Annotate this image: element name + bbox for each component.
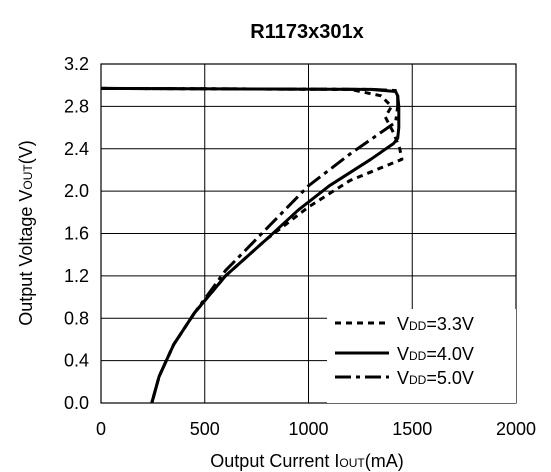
legend-background	[327, 309, 516, 403]
y-axis-title: Output Voltage VOUT(V)	[16, 140, 36, 325]
x-tick-label: 0	[96, 419, 106, 439]
legend-label-3v3-rest: =3.3V	[426, 314, 474, 334]
y-tick-label: 2.4	[64, 139, 89, 159]
legend-label-3v3-main: V	[397, 314, 409, 334]
legend-label-3v3: VDD=3.3V	[397, 314, 474, 334]
plot-frame	[100, 63, 517, 404]
y-tick-label: 1.2	[64, 266, 89, 286]
legend-label-5v0: VDD=5.0V	[397, 368, 474, 388]
x-axis-title-main: Output Current I	[210, 451, 339, 471]
x-tick-label: 2000	[496, 419, 536, 439]
y-tick-label: 2.0	[64, 181, 89, 201]
legend-label-4v0: VDD=4.0V	[397, 344, 474, 364]
series-line-1	[100, 86, 404, 404]
x-tick-label: 1000	[288, 419, 328, 439]
legend-label-4v0-sub: DD	[409, 349, 427, 363]
y-tick-label: 3.2	[64, 54, 89, 74]
series-line-3	[100, 86, 400, 404]
x-tick-label: 1500	[392, 419, 432, 439]
legend-label-5v0-rest: =5.0V	[426, 368, 474, 388]
y-axis-title-unit: (V)	[16, 140, 36, 164]
x-axis-title: Output Current IOUT(mA)	[210, 451, 403, 471]
x-axis-title-unit: (mA)	[365, 451, 404, 471]
legend-label-4v0-rest: =4.0V	[426, 344, 474, 364]
y-tick-label: 2.8	[64, 96, 89, 116]
chart-title: R1173x301x	[250, 21, 363, 43]
series-lines	[100, 86, 404, 404]
legend-label-4v0-main: V	[397, 344, 409, 364]
x-tick-label: 500	[190, 419, 220, 439]
legend-label-5v0-sub: DD	[409, 373, 427, 387]
legend-label-3v3-sub: DD	[409, 319, 427, 333]
y-axis-title-main: Output Voltage V	[16, 190, 36, 326]
y-tick-label: 0.0	[64, 393, 89, 413]
series-line-2	[100, 86, 401, 404]
x-axis-title-sub: OUT	[339, 456, 365, 470]
legend-label-5v0-main: V	[397, 368, 409, 388]
y-axis-title-sub: OUT	[21, 164, 35, 190]
y-tick-label: 0.4	[64, 351, 89, 371]
y-tick-label: 1.6	[64, 224, 89, 244]
legend: VDD=3.3V VDD=4.0V VDD=5.0V	[327, 309, 516, 403]
y-tick-label: 0.8	[64, 308, 89, 328]
tick-labels: 0 500 1000 1500 2000 0.0 0.4 0.8 1.2 1.6 2.0 2.4 2.8…	[64, 54, 536, 439]
